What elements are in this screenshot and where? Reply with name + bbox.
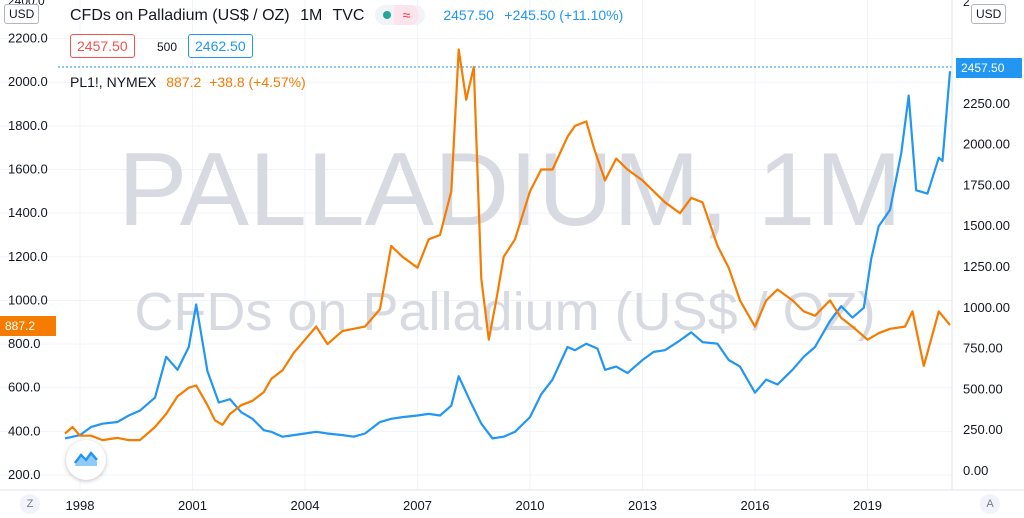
- compare-last: 887.2: [166, 74, 202, 90]
- compare-symbol: PL1!, NYMEX: [70, 74, 157, 90]
- left-axis-tick: 1600.0: [8, 162, 48, 177]
- x-axis-tick: 2016: [741, 498, 770, 513]
- left-currency-label[interactable]: USD: [4, 4, 40, 24]
- left-axis-tick: 1200.0: [8, 249, 48, 264]
- right-axis-tick: 2000.00: [963, 137, 1010, 152]
- right-axis-tick: 2250.00: [963, 96, 1010, 111]
- right-axis-tick: 1750.00: [963, 177, 1010, 192]
- left-axis-tick: 2200.0: [8, 31, 48, 46]
- last-price: 2457.50: [443, 7, 494, 24]
- series-group: [64, 48, 952, 442]
- left-axis-tick: 600.0: [8, 380, 41, 395]
- watermark-line-1: PALLADIUM, 1M: [118, 132, 902, 248]
- left-axis-tick: 1000.0: [8, 292, 48, 307]
- legend-main[interactable]: CFDs on Palladium (US$ / OZ) 1M TVC ≈ 24…: [70, 5, 629, 26]
- spread-value: 500: [157, 40, 178, 54]
- auto-scale-button[interactable]: A: [980, 494, 1000, 514]
- x-axis-tick: 2013: [628, 498, 657, 513]
- right-axis-tick: 1250.00: [963, 259, 1010, 274]
- status-pill[interactable]: ≈: [374, 5, 425, 25]
- right-currency-label[interactable]: USD: [971, 4, 1007, 24]
- price-change: +245.50 (+11.10%): [504, 7, 624, 24]
- watermark: PALLADIUM, 1M CFDs on Palladium (US$ / O…: [118, 132, 902, 342]
- grid: [0, 0, 952, 490]
- watermark-line-2: CFDs on Palladium (US$ / OZ): [134, 282, 875, 342]
- compare-legend[interactable]: PL1!, NYMEX 887.2 +38.8 (+4.57%): [70, 74, 306, 90]
- bid-price-box[interactable]: 2457.50: [70, 34, 135, 58]
- delayed-data-icon: ≈: [393, 5, 419, 25]
- left-price-tag: 887.2: [0, 316, 56, 336]
- market-open-icon: [382, 11, 391, 19]
- source-label: TVC: [332, 7, 365, 25]
- right-axis-tick: 0.00: [963, 463, 988, 478]
- series-line-palladium[interactable]: [64, 71, 952, 440]
- left-axis-tick: 1400.0: [8, 205, 48, 220]
- right-axis-tick: 1000.00: [963, 300, 1010, 315]
- left-axis-tick: 1800.0: [8, 118, 48, 133]
- right-axis-tick: 250.00: [963, 422, 1003, 437]
- right-axis: 0.00 250.00 500.00 750.00 1000.00 1250.00 1500…: [963, 96, 1010, 478]
- right-axis-top-cut-label: 2: [963, 0, 970, 9]
- right-axis-tick: 1500.00: [963, 218, 1010, 233]
- series-line-platinum[interactable]: [64, 48, 951, 442]
- x-axis-tick: 2019: [853, 498, 882, 513]
- x-axis-tick: 2001: [178, 498, 207, 513]
- tradingview-logo[interactable]: [66, 440, 106, 480]
- x-axis-tick: 2004: [291, 498, 320, 513]
- right-price-tag: 2457.50: [956, 58, 1022, 78]
- left-axis-tick: 800.0: [8, 336, 41, 351]
- left-axis: 200.0 400.0 600.0 800.0 1000.0 1200.0 1400.0 16…: [8, 31, 48, 482]
- left-axis-tick: 2000.0: [8, 74, 48, 89]
- zoom-reset-button[interactable]: Z: [20, 494, 40, 514]
- right-axis-tick: 500.00: [963, 381, 1003, 396]
- ask-price-box[interactable]: 2462.50: [188, 34, 253, 58]
- x-axis: 1998 2001 2004 2007 2010 2013 2016 2019: [66, 498, 882, 513]
- left-axis-tick: 400.0: [8, 423, 41, 438]
- tradingview-logo-icon: [74, 450, 98, 466]
- x-axis-tick: 1998: [66, 498, 95, 513]
- x-axis-tick: 2010: [516, 498, 545, 513]
- symbol-title: CFDs on Palladium (US$ / OZ): [70, 7, 290, 25]
- left-axis-tick: 200.0: [8, 467, 41, 482]
- x-axis-tick: 2007: [403, 498, 432, 513]
- interval-label: 1M: [300, 7, 323, 25]
- compare-change: +38.8 (+4.57%): [209, 74, 306, 90]
- right-axis-tick: 750.00: [963, 341, 1003, 356]
